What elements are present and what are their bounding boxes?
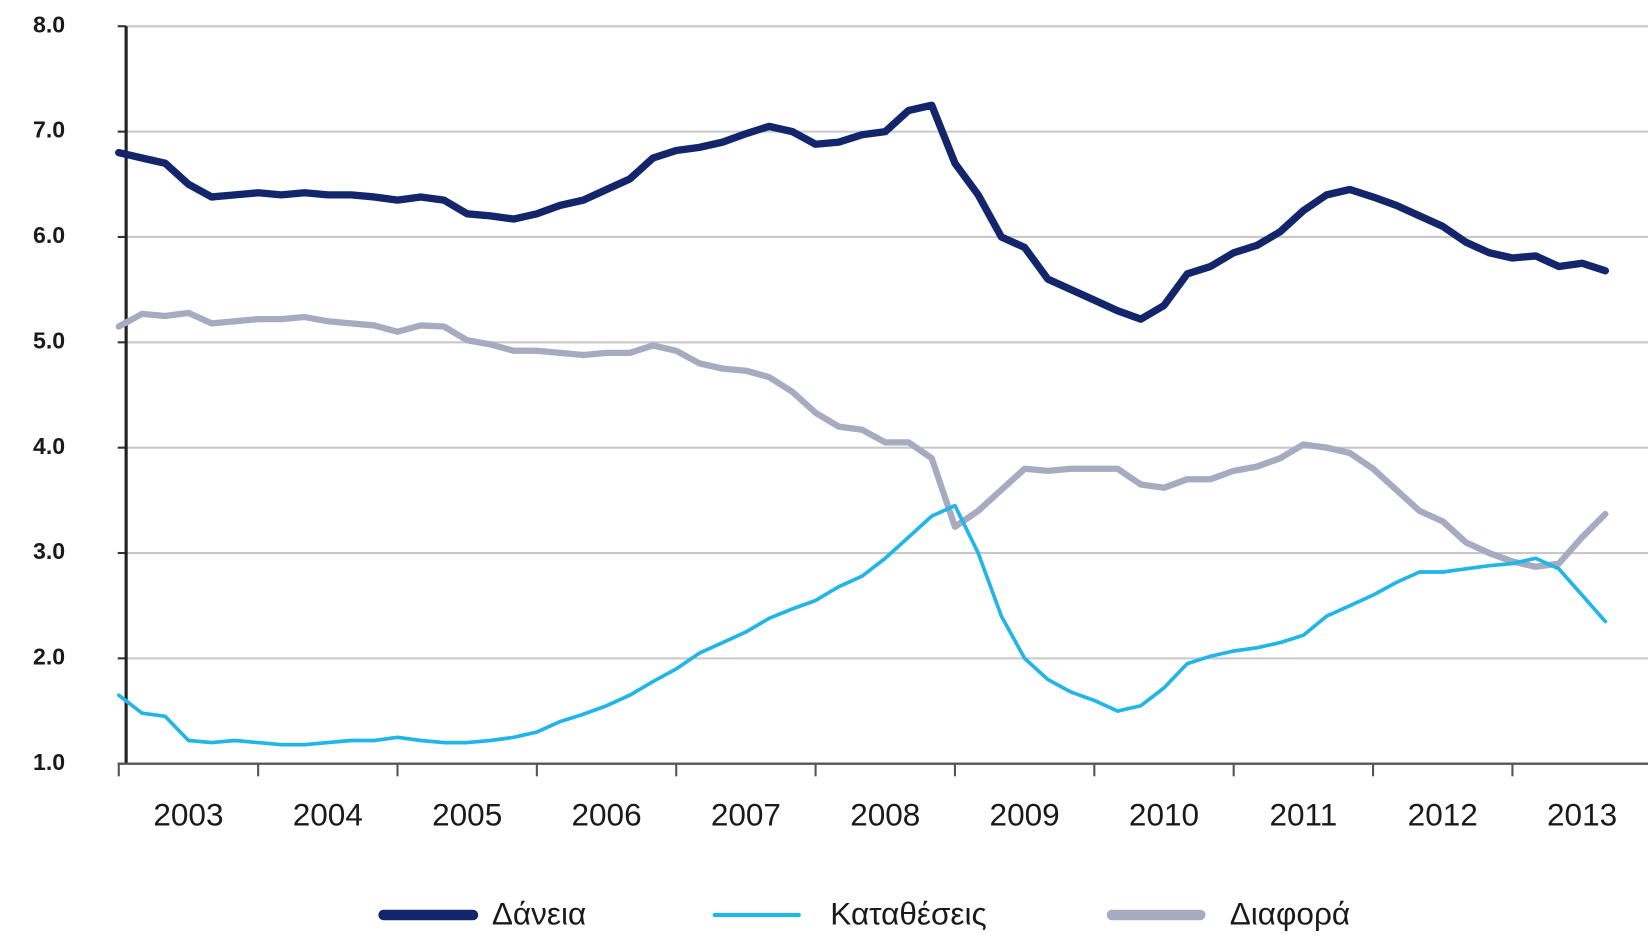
y-tick-label: 1.0: [33, 749, 65, 775]
x-tick-label: 2006: [571, 797, 641, 833]
x-tick-label: 2008: [850, 797, 920, 833]
x-tick-label: 2004: [293, 797, 363, 833]
y-tick-label: 2.0: [33, 643, 65, 669]
y-tick-label: 6.0: [33, 222, 65, 248]
x-tick-label: 2009: [990, 797, 1060, 833]
series-line: [116, 503, 1608, 747]
legend-label: Διαφορά: [1230, 895, 1350, 931]
x-tick-label: 2007: [711, 797, 781, 833]
y-tick-label: 4.0: [33, 433, 65, 459]
y-tick-label: 8.0: [33, 11, 65, 37]
x-tick-label: 2011: [1269, 797, 1337, 833]
x-tick-label: 2010: [1129, 797, 1199, 833]
x-tick-label: 2005: [432, 797, 502, 833]
series-line: [115, 101, 1610, 323]
x-tick-label: 2003: [153, 797, 223, 833]
y-tick-label: 7.0: [33, 117, 65, 143]
x-tick-label: 2013: [1547, 797, 1617, 833]
y-tick-label: 5.0: [33, 327, 65, 353]
legend-label: Καταθέσεις: [830, 895, 986, 931]
legend-label: Δάνεια: [492, 895, 586, 931]
series-line: [115, 309, 1609, 570]
x-tick-label: 2012: [1408, 797, 1478, 833]
y-tick-label: 3.0: [33, 538, 65, 564]
